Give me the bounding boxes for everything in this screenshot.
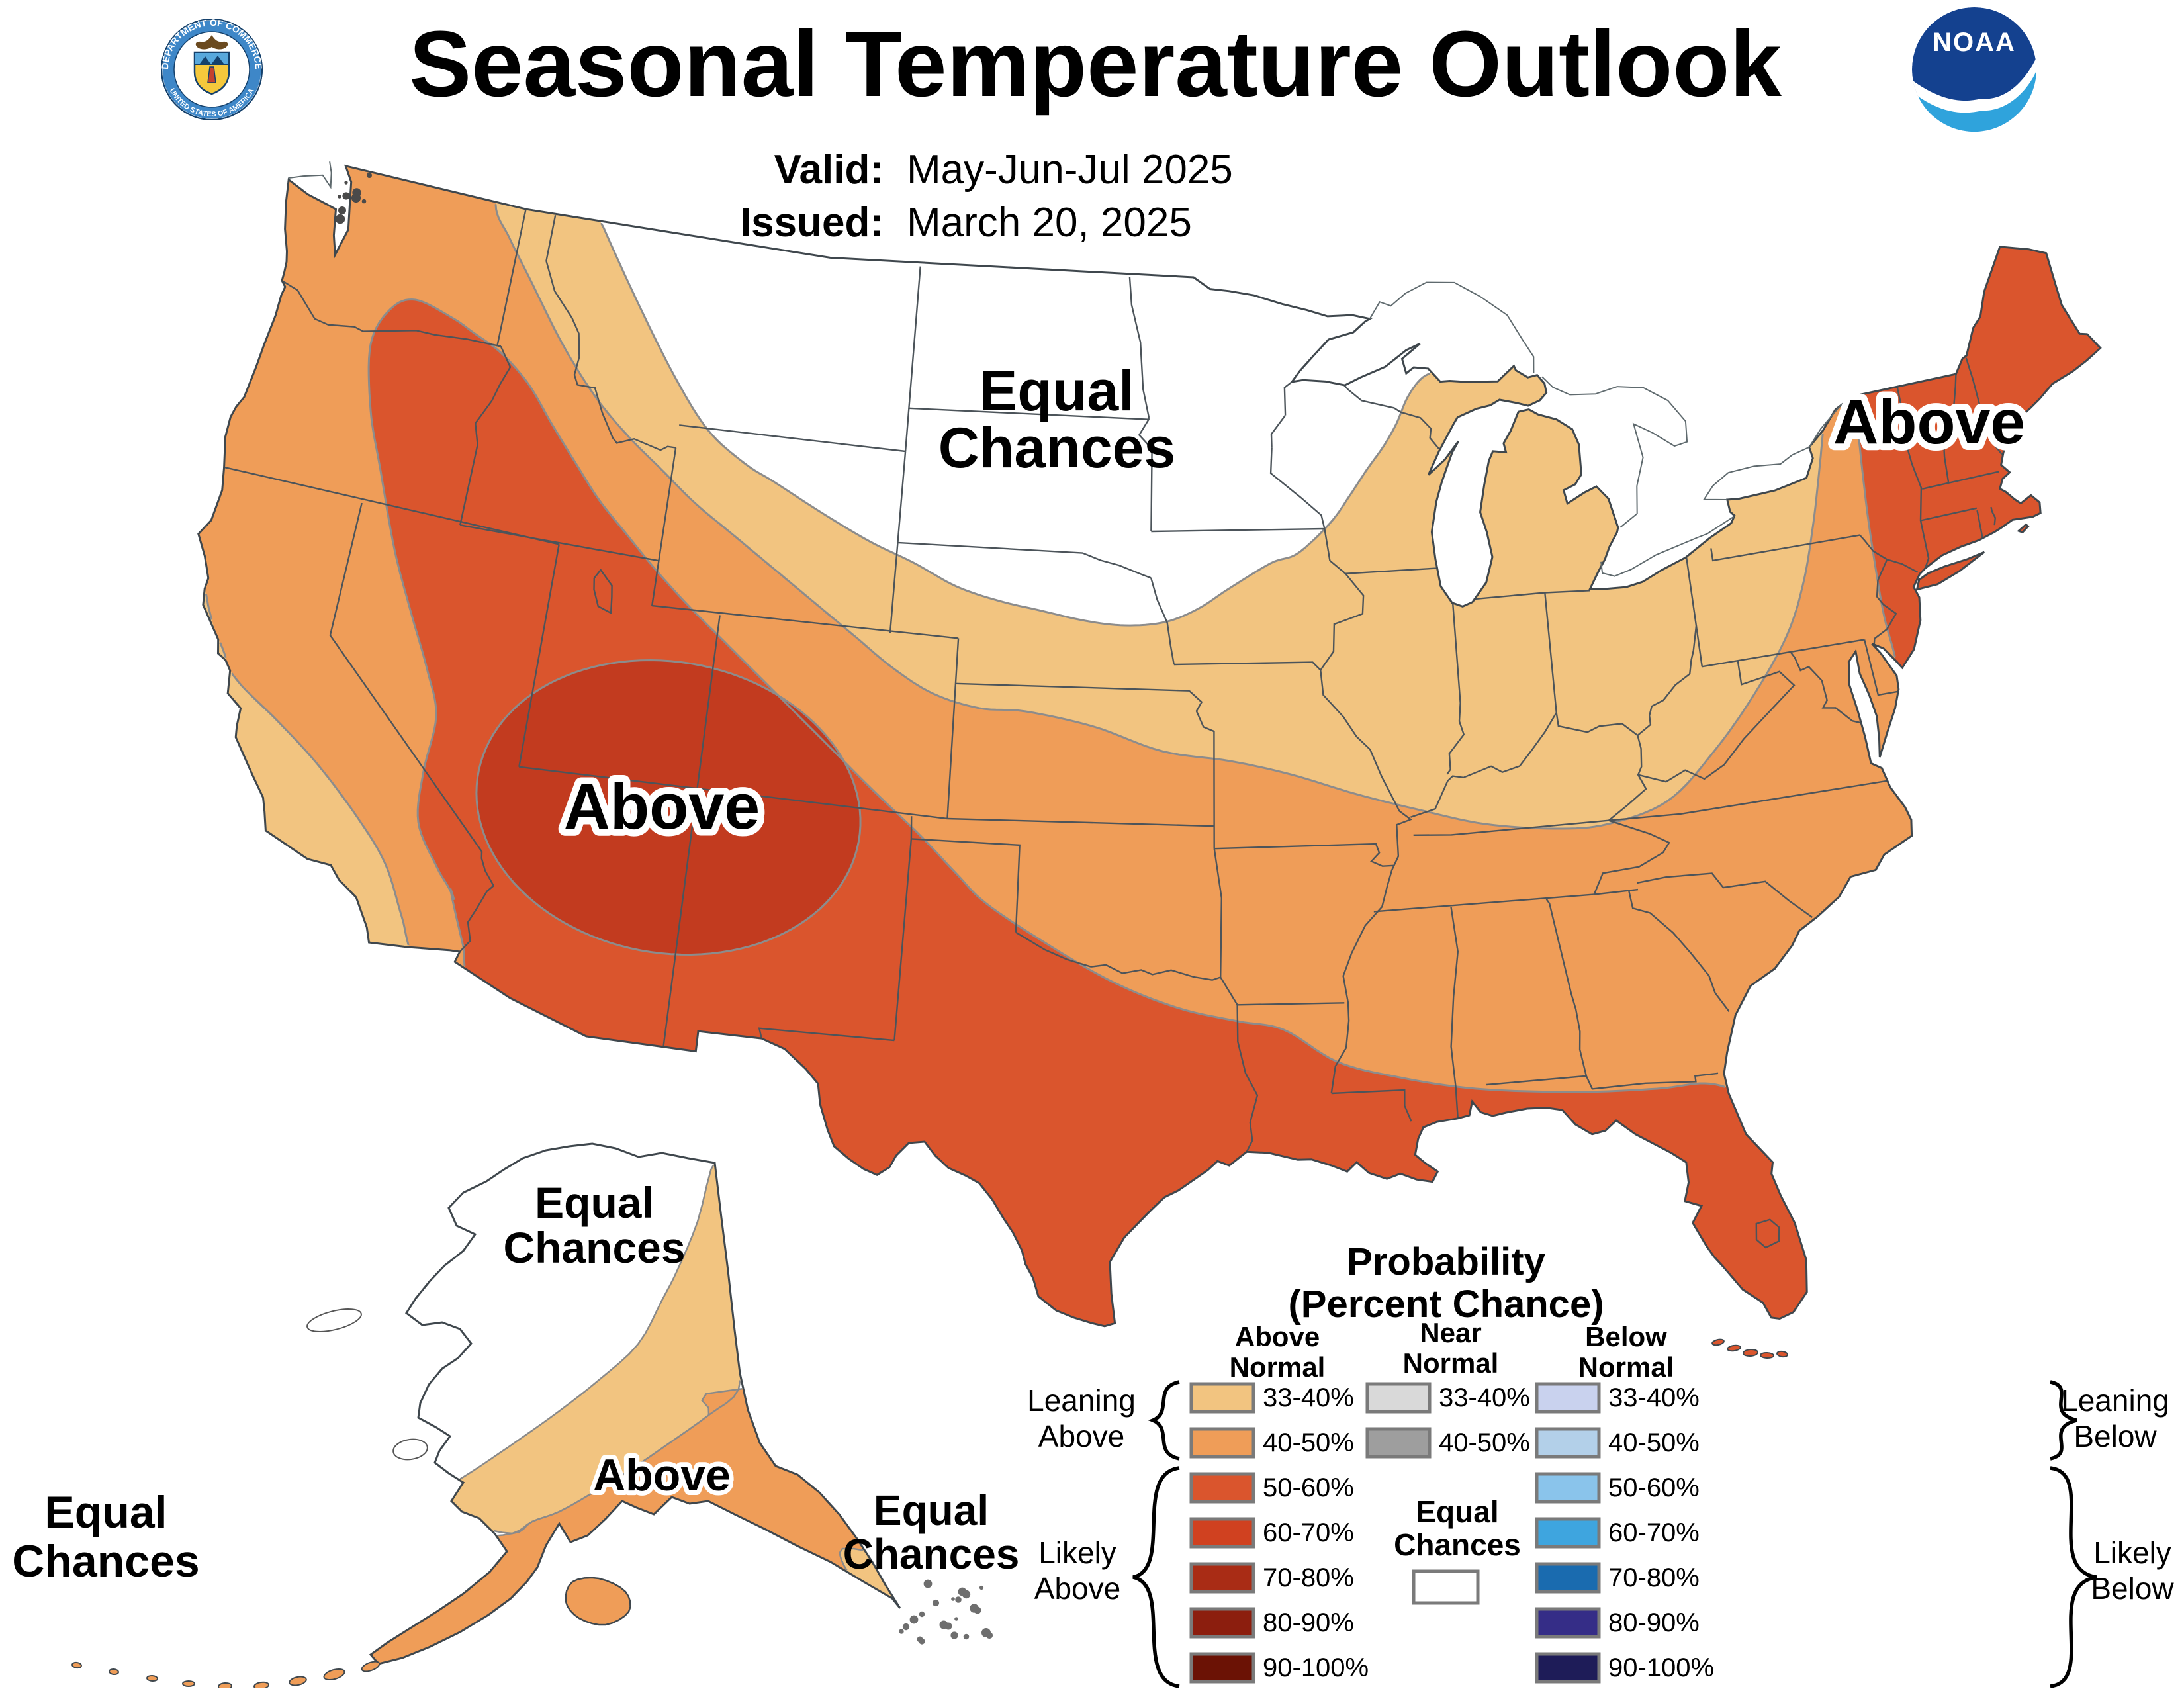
svg-text:Below: Below (1585, 1321, 1667, 1352)
svg-text:33-40%: 33-40% (1608, 1383, 1700, 1412)
svg-text:50-60%: 50-60% (1263, 1473, 1354, 1502)
svg-text:80-90%: 80-90% (1608, 1608, 1700, 1637)
svg-text:(Percent Chance): (Percent Chance) (1288, 1283, 1604, 1326)
svg-text:Above: Above (1833, 387, 2025, 457)
svg-text:May-Jun-Jul 2025: May-Jun-Jul 2025 (907, 147, 1233, 193)
svg-text:90-100%: 90-100% (1263, 1653, 1369, 1682)
svg-text:Equal: Equal (1416, 1494, 1498, 1529)
svg-text:Equal: Equal (979, 359, 1134, 423)
svg-text:33-40%: 33-40% (1263, 1383, 1354, 1412)
svg-text:Below: Below (2091, 1571, 2174, 1606)
svg-text:60-70%: 60-70% (1608, 1518, 1700, 1547)
svg-text:90-100%: 90-100% (1608, 1653, 1714, 1682)
svg-text:Likely: Likely (1038, 1535, 1116, 1570)
svg-text:Above: Above (564, 770, 760, 843)
svg-text:Likely: Likely (2093, 1535, 2171, 1570)
svg-text:Chances: Chances (12, 1536, 199, 1586)
svg-text:NOAA: NOAA (1933, 28, 2016, 57)
svg-text:Valid:: Valid: (774, 147, 884, 193)
svg-text:Above: Above (1034, 1571, 1120, 1606)
svg-text:March 20, 2025: March 20, 2025 (907, 200, 1192, 246)
svg-text:33-40%: 33-40% (1439, 1383, 1530, 1412)
svg-text:70-80%: 70-80% (1263, 1563, 1354, 1592)
svg-text:Issued:: Issued: (740, 200, 884, 246)
svg-text:40-50%: 40-50% (1263, 1428, 1354, 1457)
svg-text:Below: Below (2073, 1419, 2157, 1453)
svg-text:Above: Above (593, 1450, 731, 1500)
svg-text:40-50%: 40-50% (1608, 1428, 1700, 1457)
svg-text:Chances: Chances (843, 1530, 1020, 1578)
svg-text:Equal: Equal (535, 1178, 654, 1227)
svg-text:Above: Above (1038, 1419, 1124, 1453)
svg-text:Chances: Chances (938, 416, 1176, 480)
svg-text:Normal: Normal (1230, 1351, 1326, 1383)
svg-text:Probability: Probability (1347, 1240, 1545, 1283)
svg-text:Above: Above (1235, 1321, 1320, 1352)
svg-text:Above: Above (593, 1450, 731, 1500)
svg-text:Chances: Chances (503, 1223, 685, 1272)
svg-text:50-60%: 50-60% (1608, 1473, 1700, 1502)
svg-text:70-80%: 70-80% (1608, 1563, 1700, 1592)
svg-text:Normal: Normal (1578, 1351, 1674, 1383)
svg-text:Seasonal Temperature Outlook: Seasonal Temperature Outlook (409, 11, 1782, 116)
svg-text:Normal: Normal (1403, 1348, 1499, 1379)
svg-text:40-50%: 40-50% (1439, 1428, 1530, 1457)
svg-text:Leaning: Leaning (1027, 1383, 1136, 1418)
svg-text:80-90%: 80-90% (1263, 1608, 1354, 1637)
svg-text:Equal: Equal (874, 1486, 989, 1534)
svg-text:Near: Near (1420, 1317, 1481, 1348)
svg-text:Equal: Equal (44, 1487, 167, 1537)
svg-text:Chances: Chances (1394, 1528, 1521, 1562)
svg-text:Leaning: Leaning (2061, 1383, 2169, 1418)
svg-text:Above: Above (564, 770, 760, 843)
svg-text:60-70%: 60-70% (1263, 1518, 1354, 1547)
svg-text:Above: Above (1833, 387, 2025, 457)
